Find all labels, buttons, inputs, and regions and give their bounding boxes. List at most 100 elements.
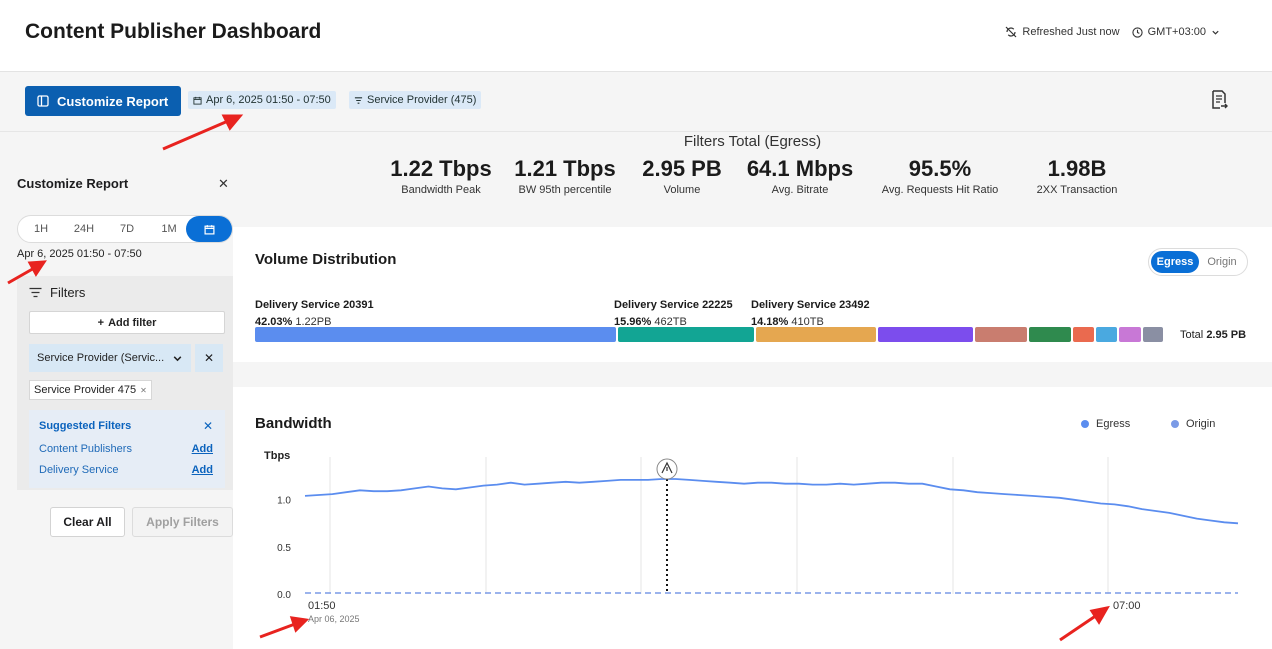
stat-label: Volume	[663, 184, 701, 196]
toggle-egress[interactable]: Egress	[1151, 251, 1199, 273]
legend-egress-dot	[1081, 420, 1089, 428]
stat-avg-bitrate: 64.1 Mbps Avg. Bitrate	[735, 156, 865, 196]
volume-segment[interactable]	[755, 327, 877, 342]
range-7d[interactable]: 7D	[119, 223, 135, 235]
stat-label: Bandwidth Peak	[401, 184, 481, 196]
chevron-down-icon	[173, 355, 182, 361]
range-24h[interactable]: 24H	[73, 223, 95, 235]
service-share: 14.18% 410TB	[751, 316, 872, 328]
sidebar-title: Customize Report	[17, 176, 129, 191]
series-line-egress	[304, 478, 1239, 525]
y-tick-label: 1.0	[277, 496, 291, 507]
service-pct: 14.18%	[751, 316, 789, 328]
chip-close-icon[interactable]: ✕	[140, 385, 147, 395]
service-share: 42.03% 1.22PB	[255, 316, 605, 328]
volume-segment[interactable]	[617, 327, 754, 342]
filter-icon	[354, 96, 363, 104]
stat-value: 64.1 Mbps	[746, 156, 854, 181]
add-filter-label: Add filter	[108, 316, 157, 329]
service-label: Delivery Service 20391 42.03% 1.22PB	[255, 299, 605, 328]
volume-segment[interactable]	[975, 327, 1028, 342]
apply-filters-button[interactable]: Apply Filters	[132, 507, 233, 537]
service-label: Delivery Service 22225 15.96% 462TB	[614, 299, 748, 328]
service-name: Delivery Service 20391	[255, 299, 374, 311]
toggle-origin[interactable]: Origin	[1207, 256, 1237, 268]
stat-label: BW 95th percentile	[518, 184, 612, 196]
stat-value: 1.22 Tbps	[390, 156, 492, 181]
add-filter-button[interactable]: + Add filter	[29, 311, 225, 334]
clear-all-button[interactable]: Clear All	[50, 507, 125, 537]
alert-icon	[661, 461, 673, 474]
add-content-publishers-link[interactable]: Add	[191, 443, 213, 455]
date-range-label: Apr 6, 2025 01:50 - 07:50	[206, 94, 331, 106]
x-tick-label: 01:50	[308, 600, 336, 612]
export-report-button[interactable]	[1210, 90, 1228, 115]
bandwidth-card: Bandwidth Egress Origin Tbps 1.0 0.5 0.0 01:…	[233, 387, 1272, 649]
legend-origin-label: Origin	[1186, 418, 1216, 430]
page-title: Content Publisher Dashboard	[25, 20, 322, 43]
total-value: 2.95 PB	[1206, 329, 1247, 341]
bandwidth-chart[interactable]: Tbps 1.0 0.5 0.0 01:50 Apr 06, 2025 07:00	[233, 387, 1272, 649]
filters-panel: Filters + Add filter Service Provider (S…	[17, 276, 233, 490]
suggested-item-delivery-service: Delivery Service	[39, 464, 119, 476]
volume-segment[interactable]	[1142, 327, 1163, 342]
stat-value: 1.98B	[1047, 156, 1107, 181]
customize-report-label: Customize Report	[57, 93, 169, 109]
range-custom-button[interactable]	[186, 216, 232, 242]
add-delivery-service-link[interactable]: Add	[191, 464, 213, 476]
range-1m[interactable]: 1M	[161, 223, 177, 235]
stat-volume: 2.95 PB Volume	[622, 156, 742, 196]
header-status: Refreshed Just now GMT+03:00	[1005, 26, 1220, 38]
total-label: Total	[1180, 329, 1204, 341]
timezone-label: GMT+03:00	[1147, 26, 1206, 38]
y-axis-label: Tbps	[264, 450, 290, 462]
customize-report-button[interactable]: Customize Report	[25, 86, 181, 116]
panel-icon	[37, 95, 49, 107]
bandwidth-title: Bandwidth	[255, 415, 332, 432]
app-header: Content Publisher Dashboard Refreshed Ju…	[0, 0, 1272, 72]
filter-lines-icon	[29, 287, 42, 298]
range-1h[interactable]: 1H	[33, 223, 49, 235]
date-range-chip[interactable]: Apr 6, 2025 01:50 - 07:50	[188, 91, 336, 109]
y-tick-label: 0.5	[277, 543, 291, 554]
volume-segment[interactable]	[255, 327, 616, 342]
service-size: 410TB	[791, 316, 824, 328]
refresh-status[interactable]: Refreshed Just now	[1005, 26, 1120, 38]
provider-filter-select[interactable]: Service Provider (Servic...	[29, 344, 191, 372]
suggested-item-content-publishers: Content Publishers	[39, 443, 132, 455]
provider-value-label: Service Provider 475	[34, 384, 137, 396]
close-icon[interactable]: ✕	[218, 176, 229, 191]
volume-distribution-card: Volume Distribution Egress Origin Delive…	[233, 227, 1272, 362]
refresh-label: Refreshed Just now	[1022, 26, 1120, 38]
service-pct: 42.03%	[255, 316, 293, 328]
legend-egress[interactable]: Egress	[1081, 418, 1130, 430]
service-share: 15.96% 462TB	[614, 316, 748, 328]
volume-segment[interactable]	[1029, 327, 1071, 342]
volume-segment[interactable]	[1095, 327, 1118, 342]
legend-origin[interactable]: Origin	[1171, 418, 1215, 430]
provider-select-label: Service Provider (Servic...	[37, 352, 165, 364]
y-tick-label: 0.0	[277, 590, 291, 601]
suggested-filters: Suggested Filters ✕ Content Publishers A…	[29, 410, 225, 488]
chevron-down-icon	[1212, 30, 1219, 35]
volume-segment[interactable]	[1072, 327, 1094, 342]
service-name: Delivery Service 22225	[614, 299, 733, 311]
provider-chip-label: Service Provider (475)	[367, 94, 477, 106]
stat-value: 2.95 PB	[642, 156, 722, 181]
volume-title: Volume Distribution	[255, 251, 397, 268]
remove-filter-icon[interactable]: ✕	[195, 344, 223, 372]
service-name: Delivery Service 23492	[751, 299, 870, 311]
volume-segment[interactable]	[878, 327, 973, 342]
timezone-select[interactable]: GMT+03:00	[1131, 26, 1220, 38]
close-icon[interactable]: ✕	[202, 419, 213, 433]
legend-origin-dot	[1171, 420, 1179, 428]
volume-segment[interactable]	[1119, 327, 1141, 342]
provider-chip[interactable]: Service Provider (475)	[349, 91, 482, 109]
provider-value-chip[interactable]: Service Provider 475 ✕	[29, 380, 152, 400]
filters-label: Filters	[50, 285, 86, 300]
calendar-icon	[203, 224, 215, 235]
suggested-title: Suggested Filters	[39, 420, 132, 432]
report-toolbar: Customize Report Apr 6, 2025 01:50 - 07:…	[0, 72, 1272, 132]
calendar-icon	[193, 96, 202, 105]
service-pct: 15.96%	[614, 316, 652, 328]
